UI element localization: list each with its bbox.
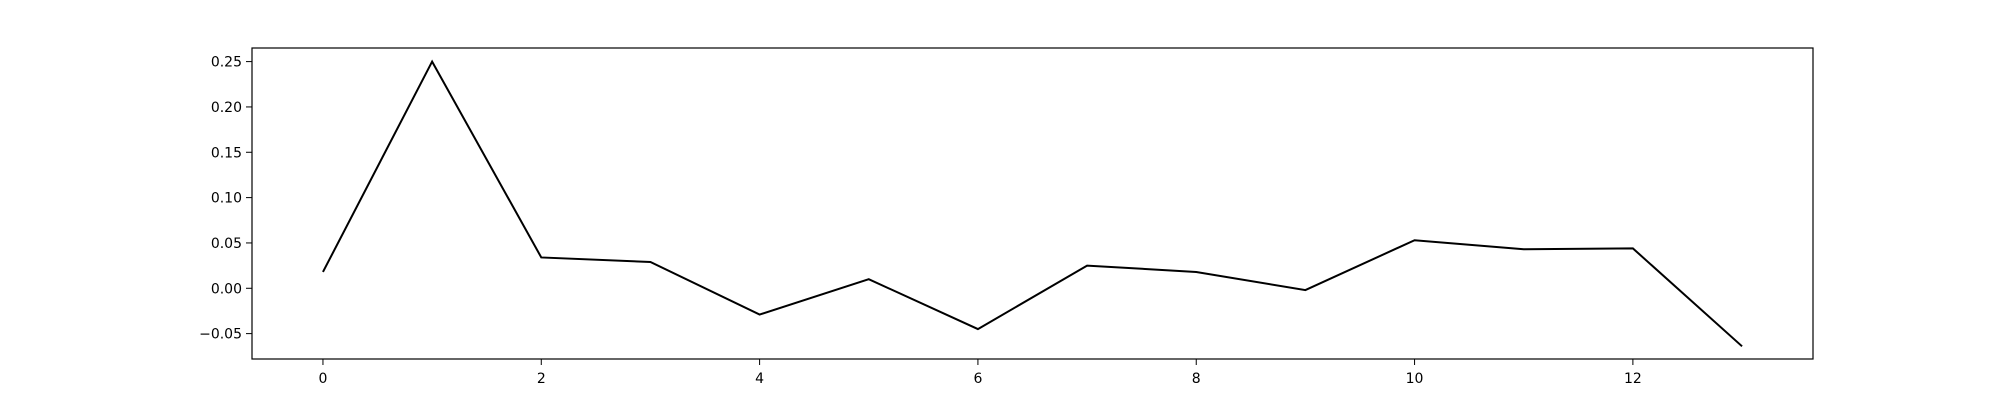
- series-line: [322, 59, 1743, 348]
- y-tick-label: 0.25: [211, 55, 242, 71]
- series-layer: [322, 59, 1743, 348]
- x-tick-label: 10: [1406, 371, 1424, 387]
- x-tick-label: 6: [973, 371, 982, 387]
- x-tick-label: 0: [318, 371, 327, 387]
- y-tick-label: 0.15: [211, 145, 242, 161]
- y-tick-label: −0.05: [199, 327, 242, 343]
- x-tick-label: 12: [1624, 371, 1642, 387]
- x-tick-label: 4: [755, 371, 764, 387]
- y-axis: −0.05 0.00 0.05 0.10 0.15 0.20 0.25: [199, 55, 252, 343]
- y-tick-label: 0.00: [211, 281, 242, 297]
- x-tick-label: 2: [537, 371, 546, 387]
- y-tick-label: 0.20: [211, 100, 242, 116]
- x-axis: 0 2 4 6 8 10 12: [318, 359, 1642, 387]
- x-tick-label: 8: [1192, 371, 1201, 387]
- y-tick-label: 0.10: [211, 191, 242, 207]
- plot-frame: [251, 47, 1814, 360]
- y-tick-label: 0.05: [211, 236, 242, 252]
